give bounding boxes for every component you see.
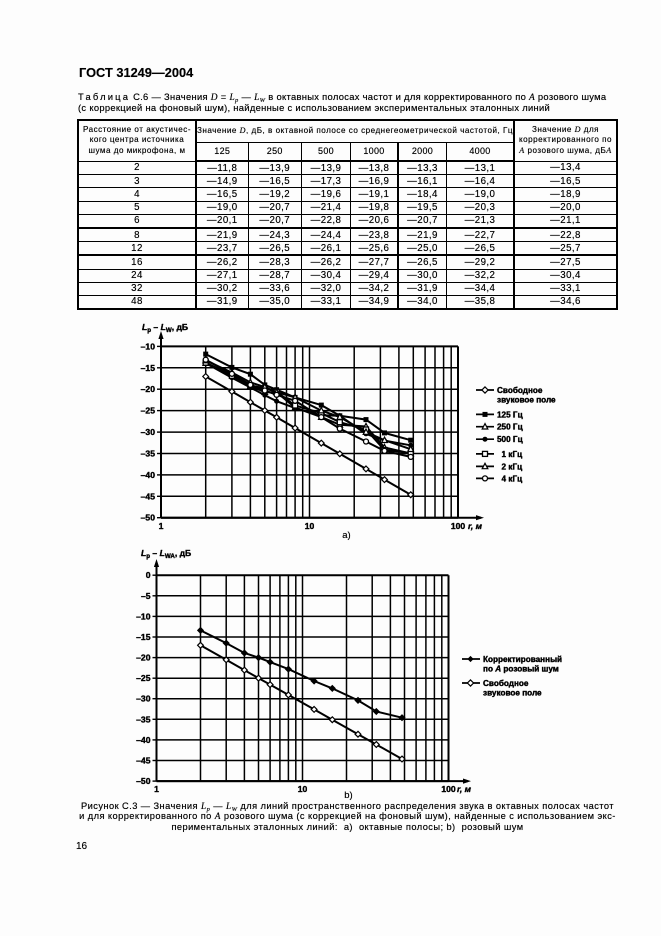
svg-text:–30: –30 (136, 694, 151, 704)
svg-text:100: 100 (441, 784, 456, 794)
svg-text:–40: –40 (141, 470, 156, 480)
svg-text:Свободное: Свободное (497, 385, 543, 395)
svg-text:–50: –50 (136, 776, 151, 786)
svg-text:звуковое поле: звуковое поле (483, 689, 542, 698)
svg-text:1 кГц: 1 кГц (497, 450, 522, 459)
svg-text:–10: –10 (136, 611, 151, 621)
svg-text:10: 10 (298, 784, 308, 794)
svg-text:звуковое поле: звуковое поле (497, 396, 556, 405)
svg-text:250 Гц: 250 Гц (497, 423, 523, 432)
svg-text:500 Гц: 500 Гц (497, 435, 523, 444)
svg-text:–25: –25 (141, 406, 156, 416)
svg-text:–45: –45 (141, 491, 156, 501)
svg-text:–50: –50 (141, 513, 156, 523)
svg-text:–20: –20 (141, 384, 156, 394)
svg-text:Свободное: Свободное (483, 678, 529, 688)
svg-text:–5: –5 (141, 591, 151, 601)
svg-text:по А розовый шум: по А розовый шум (483, 665, 559, 674)
svg-text:0: 0 (146, 570, 151, 580)
svg-text:–35: –35 (141, 449, 156, 459)
svg-text:–10: –10 (141, 341, 156, 351)
svg-text:Lp – LW, дБ: Lp – LW, дБ (142, 322, 188, 334)
svg-text:r, м: r, м (468, 521, 483, 531)
svg-text:–25: –25 (136, 673, 151, 683)
svg-text:–40: –40 (136, 735, 151, 745)
svg-text:100: 100 (451, 521, 466, 531)
svg-text:Lp – LWA, дБ: Lp – LWA, дБ (141, 548, 191, 560)
svg-text:10: 10 (305, 521, 315, 531)
svg-text:2 кГц: 2 кГц (497, 462, 522, 471)
svg-text:Корректированный: Корректированный (483, 655, 562, 664)
svg-text:r, м: r, м (457, 784, 472, 794)
svg-text:1: 1 (159, 521, 164, 531)
svg-text:b): b) (344, 790, 352, 801)
svg-text:–15: –15 (136, 632, 151, 642)
svg-text:1: 1 (154, 784, 159, 794)
svg-text:125 Гц: 125 Гц (497, 410, 523, 419)
svg-text:–30: –30 (141, 427, 156, 437)
svg-text:–45: –45 (136, 756, 151, 766)
svg-text:–15: –15 (141, 363, 156, 373)
svg-text:–20: –20 (136, 653, 151, 663)
svg-text:–35: –35 (136, 714, 151, 724)
svg-text:4 кГц: 4 кГц (497, 474, 522, 483)
svg-text:а): а) (342, 530, 350, 541)
